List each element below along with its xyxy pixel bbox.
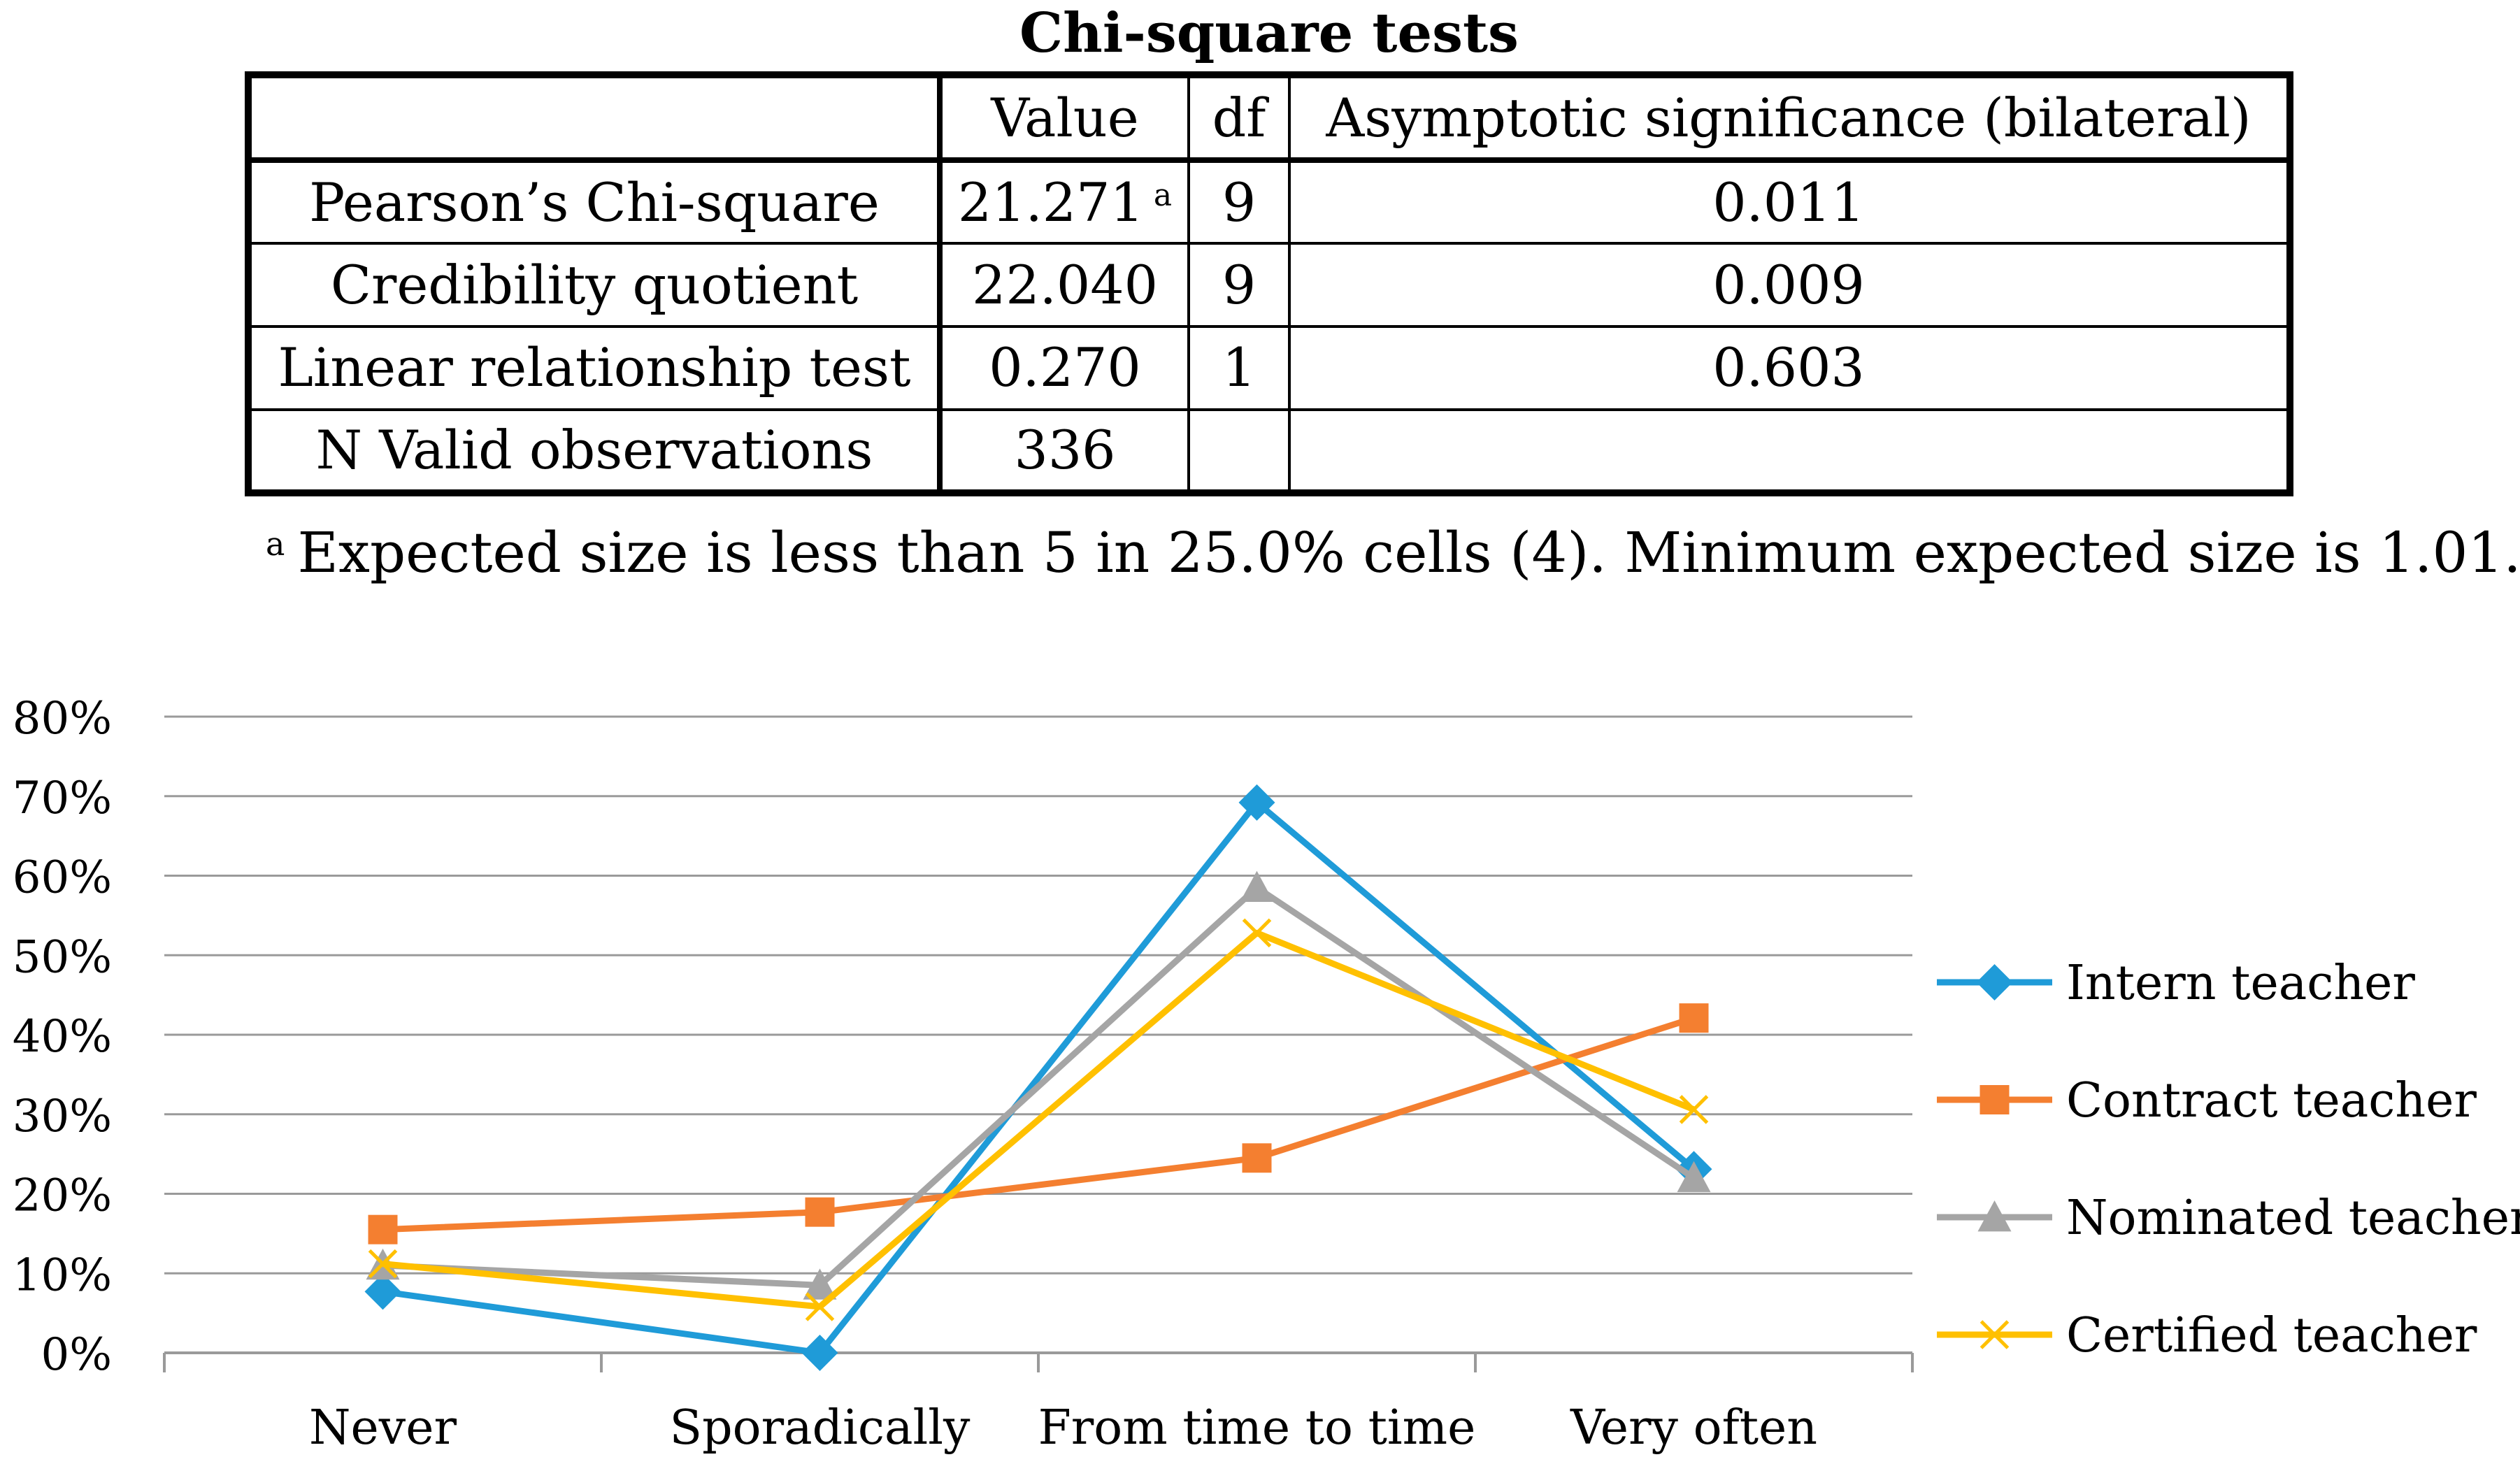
row-value: 22.040 — [938, 242, 1190, 328]
legend-label: Certified teacher — [2066, 1308, 2477, 1363]
y-tick-label: 60% — [13, 852, 112, 904]
row-significance: 0.603 — [1288, 325, 2291, 411]
data-point-nominated-teacher — [1240, 870, 1274, 902]
y-tick-label: 10% — [13, 1249, 112, 1301]
y-tick-label: 70% — [13, 773, 112, 824]
legend-item-nominated-teacher: Nominated teacher — [1937, 1191, 2520, 1246]
header-significance: Asymptotic significance (bilateral) — [1288, 73, 2291, 164]
data-point-contract-teacher — [1242, 1143, 1272, 1173]
data-point-nominated-teacher — [803, 1268, 837, 1300]
header-empty-cell — [247, 73, 943, 164]
row-value: 336 — [938, 408, 1190, 495]
series-line-certified-teacher — [382, 929, 1696, 1310]
row-value: 0.270 — [938, 325, 1190, 411]
row-label: Credibility quotient — [247, 242, 943, 328]
footnote-marker: a — [266, 525, 285, 563]
data-point-certified-teacher — [1242, 918, 1272, 948]
data-point-contract-teacher — [805, 1197, 835, 1227]
series-line-intern-teacher — [382, 799, 1696, 1356]
table-row: Linear relationship test 0.270 1 0.603 — [247, 325, 2291, 411]
row-label: N Valid observations — [247, 408, 943, 495]
data-point-contract-teacher — [368, 1214, 398, 1244]
x-tick-label: Never — [309, 1400, 457, 1456]
table-row: Pearson’s Chi-square 21.271 a 9 0.011 — [247, 159, 2291, 245]
x-tick-label: From time to time — [1038, 1400, 1476, 1456]
legend-marker — [1976, 964, 2013, 1000]
y-tick-label: 30% — [13, 1091, 112, 1142]
footnote-marker: a — [1153, 177, 1173, 213]
legend-marker — [1980, 1085, 2010, 1114]
header-value: Value — [938, 73, 1190, 164]
line-chart: 0% 10% 20% 30% 40% 50% 60% 70% 80% Never Sporadica… — [13, 693, 2520, 1456]
row-df: 9 — [1187, 159, 1291, 245]
legend-marker — [1977, 1200, 2012, 1232]
data-point-intern-teacher — [1238, 784, 1275, 821]
y-tick-label: 0% — [41, 1329, 112, 1381]
row-significance: 0.011 — [1288, 159, 2291, 245]
data-point-certified-teacher — [805, 1292, 835, 1321]
data-point-intern-teacher — [801, 1335, 838, 1371]
row-df: 9 — [1187, 242, 1291, 328]
legend-item-intern-teacher: Intern teacher — [1937, 956, 2415, 1011]
row-df: 1 — [1187, 325, 1291, 411]
data-point-nominated-teacher — [1677, 1161, 1711, 1193]
legend-label: Intern teacher — [2066, 956, 2415, 1011]
data-point-certified-teacher — [368, 1249, 398, 1279]
row-label: Pearson’s Chi-square — [247, 159, 943, 245]
table-footnote: a Expected size is less than 5 in 25.0% c… — [266, 509, 2520, 588]
y-tick-label: 40% — [13, 1011, 112, 1063]
row-significance — [1288, 408, 2291, 495]
data-point-certified-teacher — [1679, 1095, 1709, 1124]
footnote-text: Expected size is less than 5 in 25.0% ce… — [297, 520, 2520, 585]
data-point-intern-teacher — [364, 1273, 401, 1310]
table-row: N Valid observations 336 — [247, 408, 2291, 495]
legend-label: Nominated teacher — [2066, 1191, 2520, 1246]
x-tick-label: Sporadically — [670, 1400, 971, 1456]
series-line-nominated-teacher — [382, 884, 1696, 1289]
legend-label: Contract teacher — [2066, 1073, 2477, 1128]
legend-item-contract-teacher: Contract teacher — [1937, 1073, 2477, 1128]
legend-item-certified-teacher: Certified teacher — [1937, 1308, 2477, 1363]
row-label: Linear relationship test — [247, 325, 943, 411]
legend-marker — [1980, 1320, 2010, 1349]
y-tick-label: 50% — [13, 931, 112, 983]
data-point-contract-teacher — [1679, 1003, 1709, 1033]
y-tick-label: 20% — [13, 1170, 112, 1222]
series-line-contract-teacher — [382, 1014, 1695, 1233]
row-significance: 0.009 — [1288, 242, 2291, 328]
row-df — [1187, 408, 1291, 495]
table-title: Chi-square tests — [1019, 1, 1519, 65]
row-value: 21.271 a — [938, 159, 1190, 245]
table-row: Credibility quotient 22.040 9 0.009 — [247, 242, 2291, 328]
x-tick-label: Very often — [1570, 1400, 1817, 1456]
y-tick-label: 80% — [13, 693, 112, 745]
table-header-row: Value df Asymptotic significance (bilate… — [247, 73, 2291, 164]
header-df: df — [1187, 73, 1291, 164]
chi-square-table: Value df Asymptotic significance (bilate… — [245, 71, 2293, 496]
